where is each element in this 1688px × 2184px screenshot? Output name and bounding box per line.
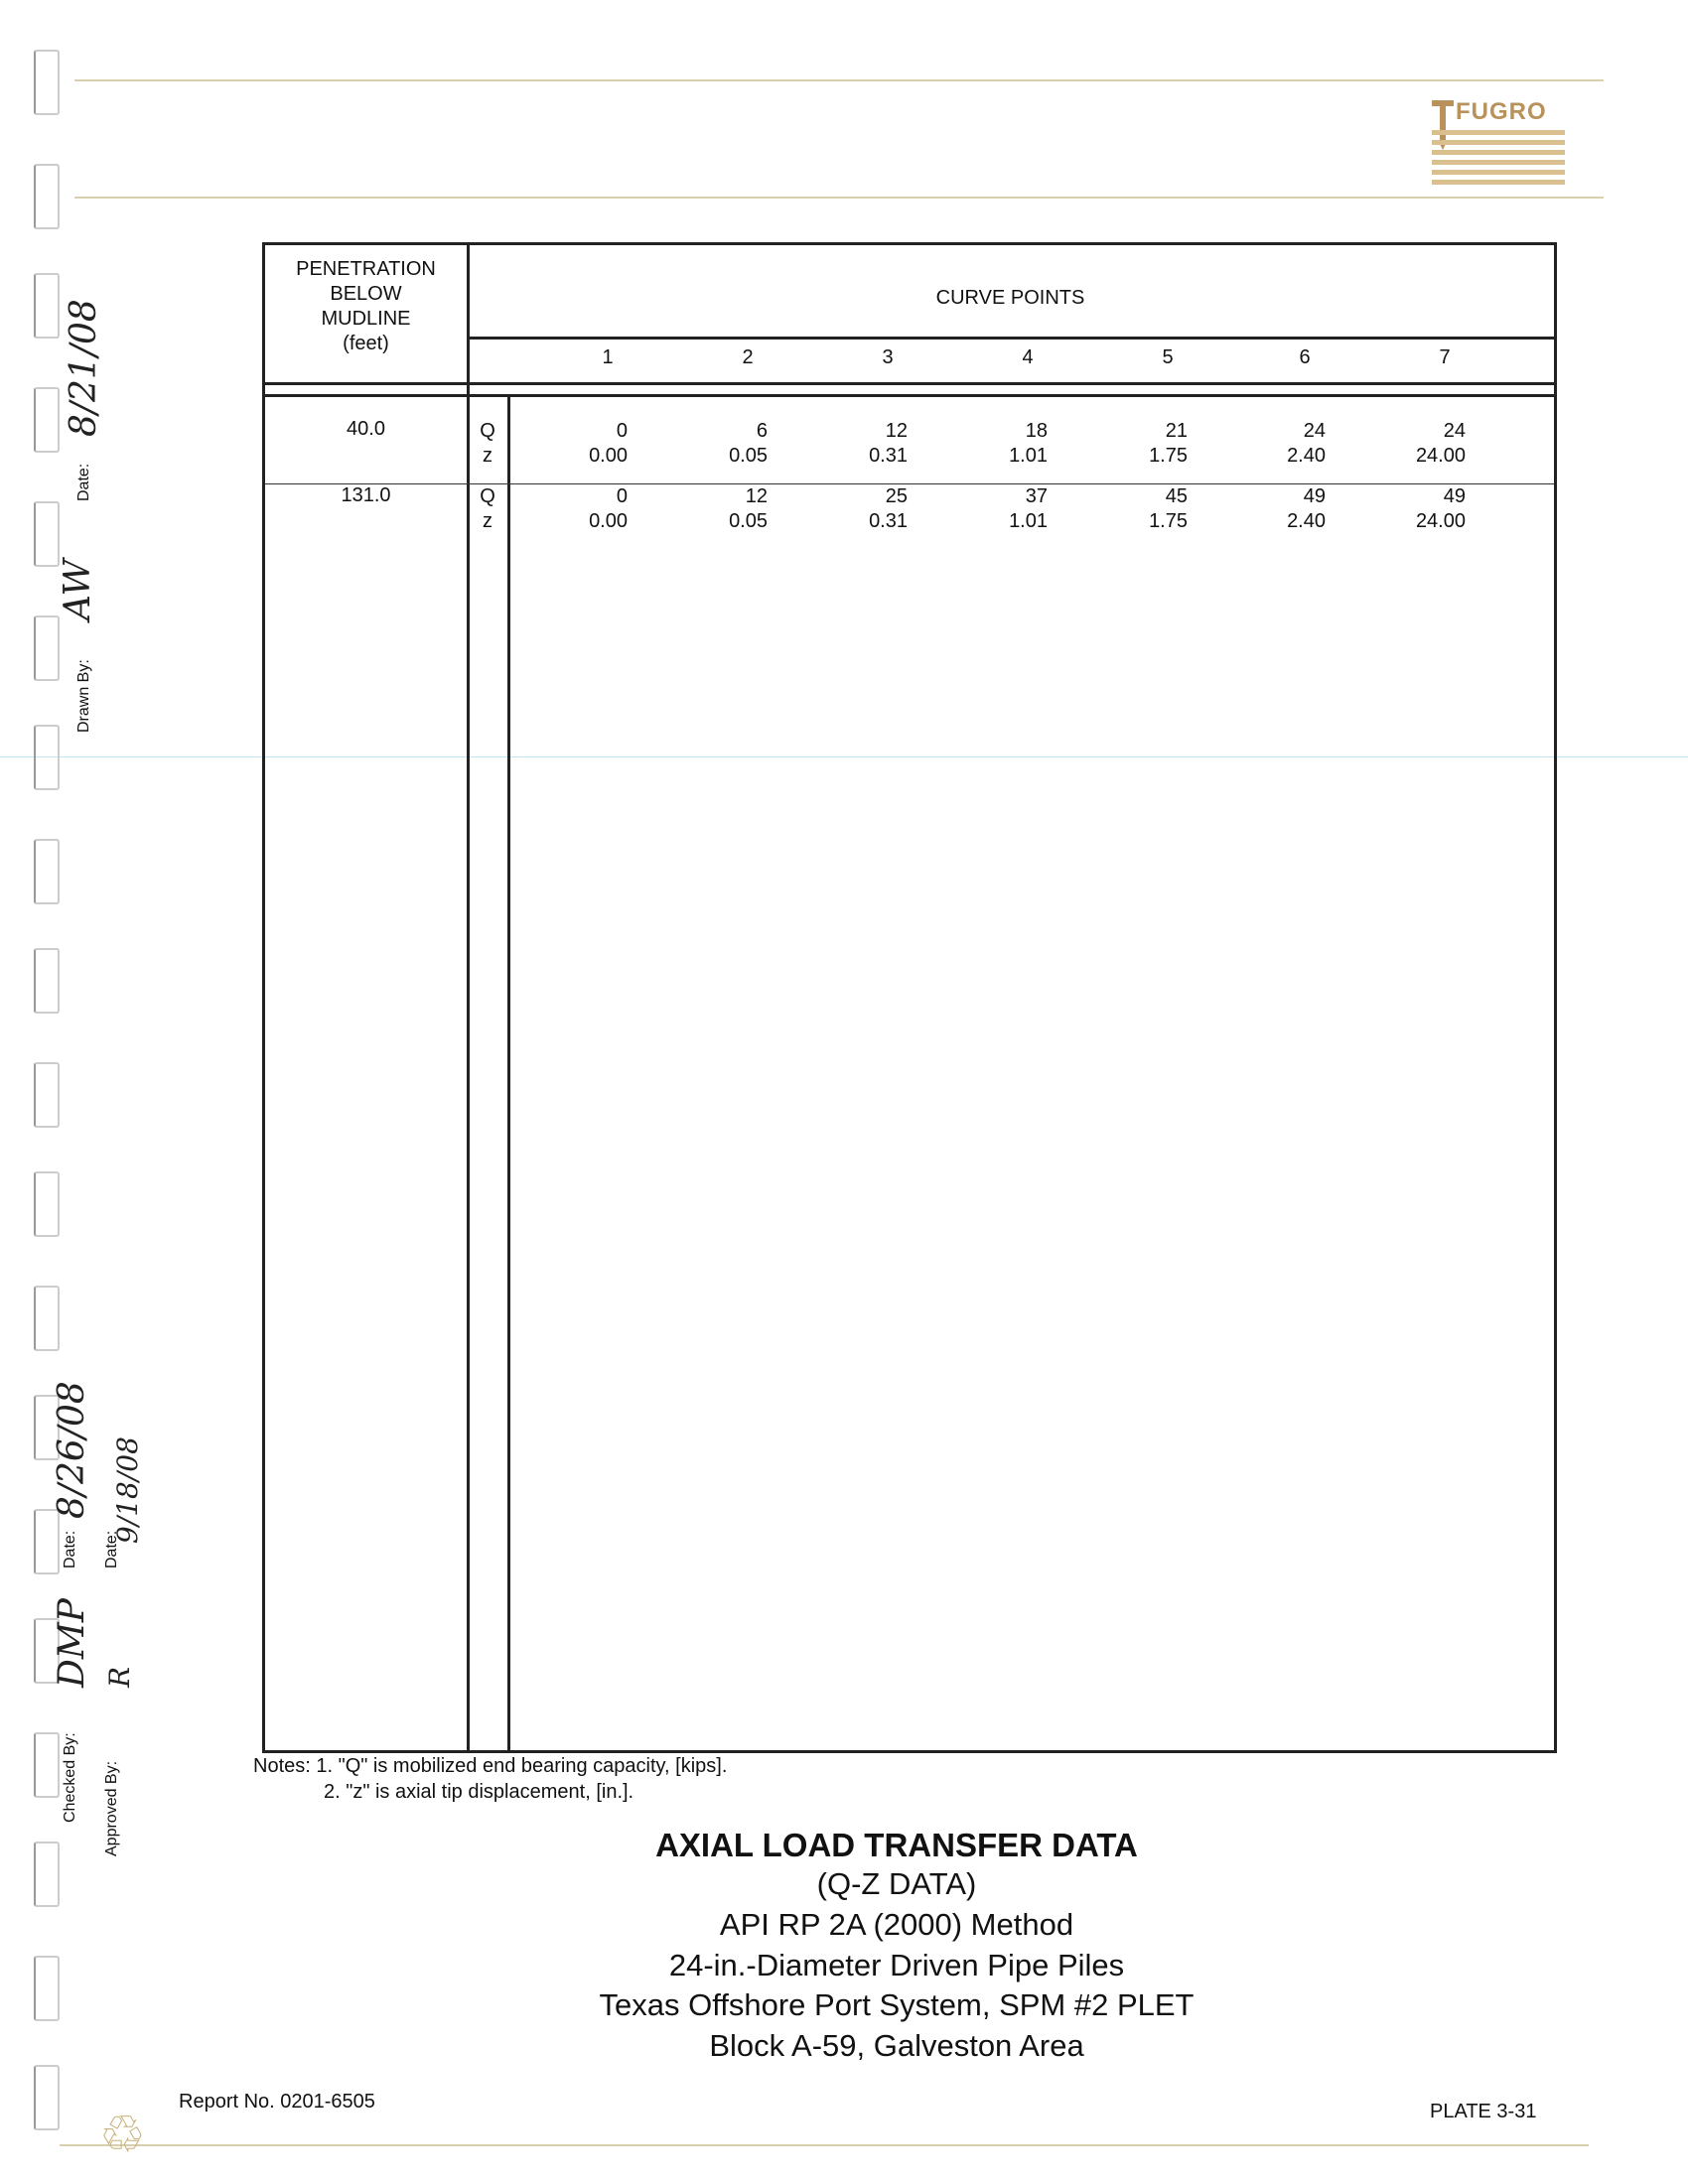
- title-line: API RP 2A (2000) Method: [719, 1907, 1074, 1942]
- drawn-by-signature: AW: [58, 559, 98, 620]
- header-rule: [74, 197, 1604, 199]
- z-value: 1.75: [1149, 445, 1188, 467]
- q-value: 24: [1443, 420, 1466, 442]
- z-value: 2.40: [1287, 510, 1326, 532]
- q-value: 0: [616, 420, 628, 442]
- q-value: 49: [1443, 485, 1466, 507]
- curve-point-number: 1: [602, 346, 614, 368]
- title-line: 24-in.-Diameter Driven Pipe Piles: [668, 1948, 1125, 1982]
- footer-rule: [60, 2144, 1589, 2146]
- q-value: 18: [1025, 420, 1048, 442]
- z-label: z: [483, 445, 492, 467]
- checked-by-signature: DMP: [52, 1598, 92, 1688]
- z-value: 0.00: [589, 445, 628, 467]
- header-line: BELOW: [330, 283, 402, 305]
- penetration-header: PENETRATION BELOW MUDLINE (feet): [265, 257, 467, 356]
- z-value: 0.31: [869, 510, 908, 532]
- scan-line: [0, 756, 1688, 757]
- z-value: 1.01: [1009, 510, 1048, 532]
- checked-date-label: Date:: [62, 1530, 78, 1569]
- z-value: 24.00: [1415, 510, 1466, 532]
- depth-cell: 131.0: [341, 484, 391, 506]
- top-rule: [74, 79, 1604, 81]
- q-value: 45: [1165, 485, 1188, 507]
- q-value: 24: [1303, 420, 1326, 442]
- curve-point-number: 7: [1439, 346, 1451, 368]
- curve-points-header: CURVE POINTS: [935, 287, 1085, 309]
- plate-number: PLATE 3-31: [1430, 2101, 1537, 2122]
- plate-title: AXIAL LOAD TRANSFER DATA: [655, 1827, 1138, 1863]
- q-value: 21: [1165, 420, 1188, 442]
- report-number: Report No. 0201-6505: [179, 2091, 375, 2113]
- label-column-divider: [507, 396, 510, 1750]
- curve-point-number: 6: [1299, 346, 1311, 368]
- q-value: 12: [885, 420, 908, 442]
- q-label: Q: [480, 485, 495, 507]
- z-value: 0.31: [869, 445, 908, 467]
- z-value: 0.05: [729, 510, 768, 532]
- drawn-by-label: Drawn By:: [75, 659, 92, 733]
- checked-by-label: Checked By:: [62, 1732, 78, 1823]
- q-value: 49: [1303, 485, 1326, 507]
- z-label: z: [483, 510, 492, 532]
- row-divider: [265, 483, 1554, 484]
- title-line: (Q-Z DATA): [816, 1866, 977, 1901]
- z-value: 1.01: [1009, 445, 1048, 467]
- qz-data-table: PENETRATION BELOW MUDLINE (feet) CURVE P…: [262, 242, 1557, 1753]
- curve-point-number: 2: [742, 346, 754, 368]
- curve-points-divider: [467, 337, 1554, 340]
- header-divider-2: [265, 394, 1554, 397]
- z-value: 24.00: [1415, 445, 1466, 467]
- notes-line-2: 2. "z" is axial tip displacement, [in.].: [324, 1781, 634, 1803]
- logo-text: FUGRO: [1456, 98, 1547, 125]
- title-line: Block A-59, Galveston Area: [709, 2028, 1084, 2063]
- q-value: 12: [745, 485, 768, 507]
- q-value: 6: [756, 420, 768, 442]
- checked-date: 8/26/08: [52, 1381, 92, 1519]
- curve-point-number: 3: [882, 346, 894, 368]
- notes-line-1: Notes: 1. "Q" is mobilized end bearing c…: [253, 1755, 728, 1777]
- depth-cell: 40.0: [347, 418, 385, 440]
- z-value: 1.75: [1149, 510, 1188, 532]
- q-label: Q: [480, 420, 495, 442]
- curve-point-number: 5: [1162, 346, 1174, 368]
- depth-column-divider: [467, 245, 470, 1750]
- approved-date: 9/18/08: [111, 1436, 144, 1544]
- z-value: 0.05: [729, 445, 768, 467]
- header-divider-1: [265, 382, 1554, 385]
- recycle-icon: ♲: [99, 2107, 146, 2164]
- drawn-date: 8/21/08: [64, 299, 104, 437]
- q-value: 25: [885, 485, 908, 507]
- approved-by-signature: R: [103, 1666, 136, 1688]
- curve-point-number: 4: [1022, 346, 1034, 368]
- header-line: (feet): [343, 333, 389, 354]
- drawn-date-label: Date:: [75, 463, 92, 501]
- header-line: MUDLINE: [321, 308, 411, 330]
- q-value: 0: [616, 485, 628, 507]
- z-value: 0.00: [589, 510, 628, 532]
- fugro-logo: FUGRO: [1432, 98, 1565, 190]
- title-line: Texas Offshore Port System, SPM #2 PLET: [599, 1987, 1195, 2022]
- q-value: 37: [1025, 485, 1048, 507]
- z-value: 2.40: [1287, 445, 1326, 467]
- header-line: PENETRATION: [296, 258, 436, 280]
